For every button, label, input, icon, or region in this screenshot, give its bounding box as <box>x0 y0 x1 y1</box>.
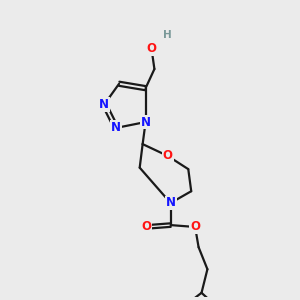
Text: N: N <box>111 122 121 134</box>
Text: O: O <box>146 42 157 55</box>
Text: N: N <box>166 196 176 209</box>
Text: N: N <box>141 116 151 128</box>
Text: O: O <box>163 149 173 162</box>
Text: H: H <box>163 30 172 40</box>
Text: O: O <box>141 220 151 233</box>
Text: O: O <box>190 220 200 233</box>
Text: N: N <box>99 98 110 111</box>
